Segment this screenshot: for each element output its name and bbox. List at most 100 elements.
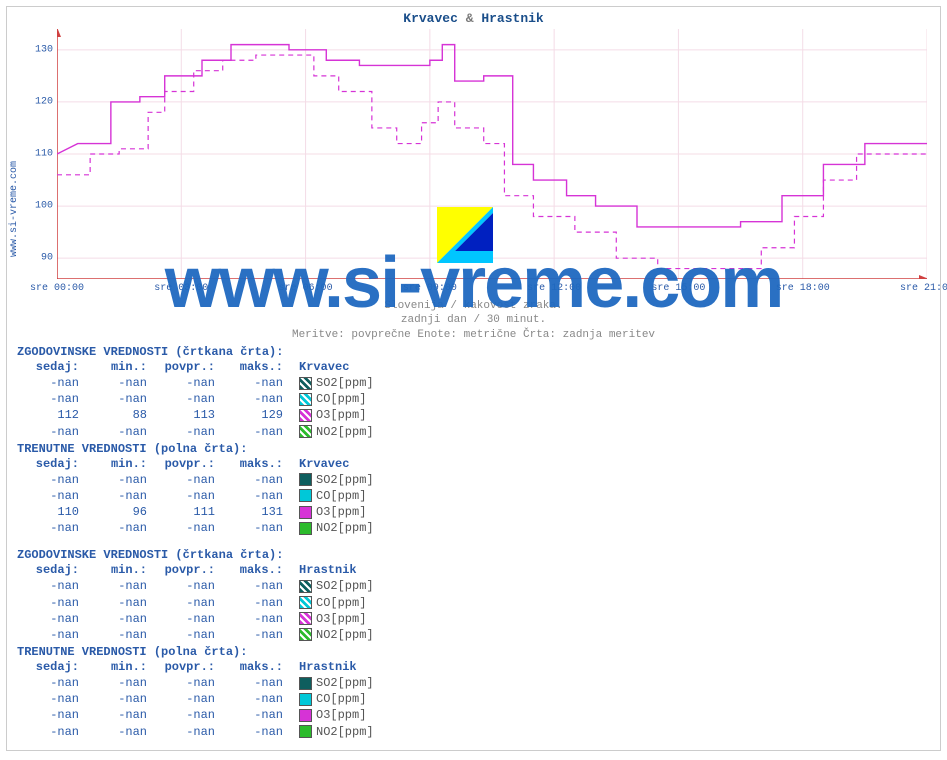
value-cell: -nan [17, 691, 85, 707]
xtick-label: sre 12:00 [527, 283, 581, 294]
col-header: povpr.: [153, 562, 221, 578]
ytick-label: 110 [35, 149, 53, 160]
param-cell: SO2[ppm] [289, 472, 395, 488]
location-header: Hrastnik [289, 562, 395, 578]
section-title: TRENUTNE VREDNOSTI (polna črta): [17, 645, 930, 659]
legend-swatch-icon [299, 596, 312, 609]
value-cell: -nan [85, 391, 153, 407]
param-label: SO2[ppm] [316, 473, 374, 487]
value-cell: -nan [17, 472, 85, 488]
value-cell: 131 [221, 504, 289, 520]
legend-swatch-icon [299, 489, 312, 502]
value-cell: -nan [85, 595, 153, 611]
chart-area: Krvavec & Hrastnik www.si-vreme.com 9010… [7, 7, 940, 337]
xtick-label: sre 09:00 [403, 283, 457, 294]
value-cell: -nan [17, 724, 85, 740]
param-label: SO2[ppm] [316, 376, 374, 390]
param-cell: NO2[ppm] [289, 724, 395, 740]
param-cell: NO2[ppm] [289, 424, 395, 440]
value-cell: -nan [153, 724, 221, 740]
value-cell: -nan [85, 424, 153, 440]
value-cell: -nan [17, 707, 85, 723]
param-label: NO2[ppm] [316, 725, 374, 739]
table-row: -nan-nan-nan-nanNO2[ppm] [17, 424, 395, 440]
param-label: O3[ppm] [316, 408, 366, 422]
y-axis-label: www.si-vreme.com [9, 161, 20, 257]
param-label: NO2[ppm] [316, 628, 374, 642]
data-table: sedaj:min.:povpr.:maks.:Krvavec-nan-nan-… [17, 456, 395, 537]
legend-swatch-icon [299, 725, 312, 738]
legend-swatch-icon [299, 628, 312, 641]
legend-swatch-icon [299, 522, 312, 535]
col-header: maks.: [221, 359, 289, 375]
value-cell: -nan [17, 675, 85, 691]
location-header: Krvavec [289, 359, 395, 375]
xtick-label: sre 00:00 [30, 283, 84, 294]
value-cell: -nan [153, 375, 221, 391]
value-cell: -nan [153, 520, 221, 536]
value-cell: -nan [17, 375, 85, 391]
table-row: -nan-nan-nan-nanCO[ppm] [17, 691, 395, 707]
ytick-label: 130 [35, 44, 53, 55]
value-cell: -nan [85, 611, 153, 627]
section-title: TRENUTNE VREDNOSTI (polna črta): [17, 442, 930, 456]
value-cell: -nan [153, 595, 221, 611]
col-header: sedaj: [17, 562, 85, 578]
value-cell: -nan [153, 691, 221, 707]
value-cell: -nan [153, 391, 221, 407]
param-label: SO2[ppm] [316, 676, 374, 690]
table-row: -nan-nan-nan-nanO3[ppm] [17, 707, 395, 723]
col-header: min.: [85, 562, 153, 578]
table-row: -nan-nan-nan-nanSO2[ppm] [17, 472, 395, 488]
value-cell: -nan [153, 472, 221, 488]
table-row: -nan-nan-nan-nanNO2[ppm] [17, 627, 395, 643]
data-table: sedaj:min.:povpr.:maks.:Hrastnik-nan-nan… [17, 659, 395, 740]
value-cell: -nan [221, 691, 289, 707]
table-row: -nan-nan-nan-nanNO2[ppm] [17, 724, 395, 740]
value-cell: -nan [17, 578, 85, 594]
col-header: maks.: [221, 659, 289, 675]
col-header: povpr.: [153, 659, 221, 675]
param-cell: CO[ppm] [289, 595, 395, 611]
col-header: min.: [85, 359, 153, 375]
value-cell: -nan [85, 472, 153, 488]
param-label: SO2[ppm] [316, 579, 374, 593]
param-cell: O3[ppm] [289, 407, 395, 423]
value-cell: -nan [153, 488, 221, 504]
value-cell: -nan [221, 375, 289, 391]
param-label: CO[ppm] [316, 692, 366, 706]
param-cell: SO2[ppm] [289, 675, 395, 691]
col-header: sedaj: [17, 659, 85, 675]
table-row: 11096111131O3[ppm] [17, 504, 395, 520]
value-cell: -nan [85, 675, 153, 691]
table-row: -nan-nan-nan-nanO3[ppm] [17, 611, 395, 627]
value-cell: -nan [17, 520, 85, 536]
value-cell: -nan [85, 488, 153, 504]
value-cell: -nan [153, 424, 221, 440]
data-table: sedaj:min.:povpr.:maks.:Krvavec-nan-nan-… [17, 359, 395, 440]
value-cell: -nan [153, 578, 221, 594]
value-cell: -nan [17, 611, 85, 627]
legend-swatch-icon [299, 580, 312, 593]
ytick-label: 100 [35, 201, 53, 212]
value-cell: 129 [221, 407, 289, 423]
value-cell: -nan [221, 488, 289, 504]
xtick-label: sre 21:00 [900, 283, 947, 294]
value-cell: -nan [153, 627, 221, 643]
table-row: -nan-nan-nan-nanCO[ppm] [17, 391, 395, 407]
col-header: sedaj: [17, 359, 85, 375]
param-label: O3[ppm] [316, 612, 366, 626]
table-row: -nan-nan-nan-nanNO2[ppm] [17, 520, 395, 536]
value-cell: -nan [153, 707, 221, 723]
param-label: NO2[ppm] [316, 521, 374, 535]
value-cell: -nan [221, 520, 289, 536]
value-cell: -nan [221, 627, 289, 643]
table-row: -nan-nan-nan-nanCO[ppm] [17, 488, 395, 504]
location-header: Krvavec [289, 456, 395, 472]
value-cell: -nan [85, 578, 153, 594]
value-cell: -nan [221, 391, 289, 407]
value-cell: -nan [85, 375, 153, 391]
param-cell: O3[ppm] [289, 611, 395, 627]
value-cell: -nan [17, 595, 85, 611]
xtick-label: sre 18:00 [776, 283, 830, 294]
